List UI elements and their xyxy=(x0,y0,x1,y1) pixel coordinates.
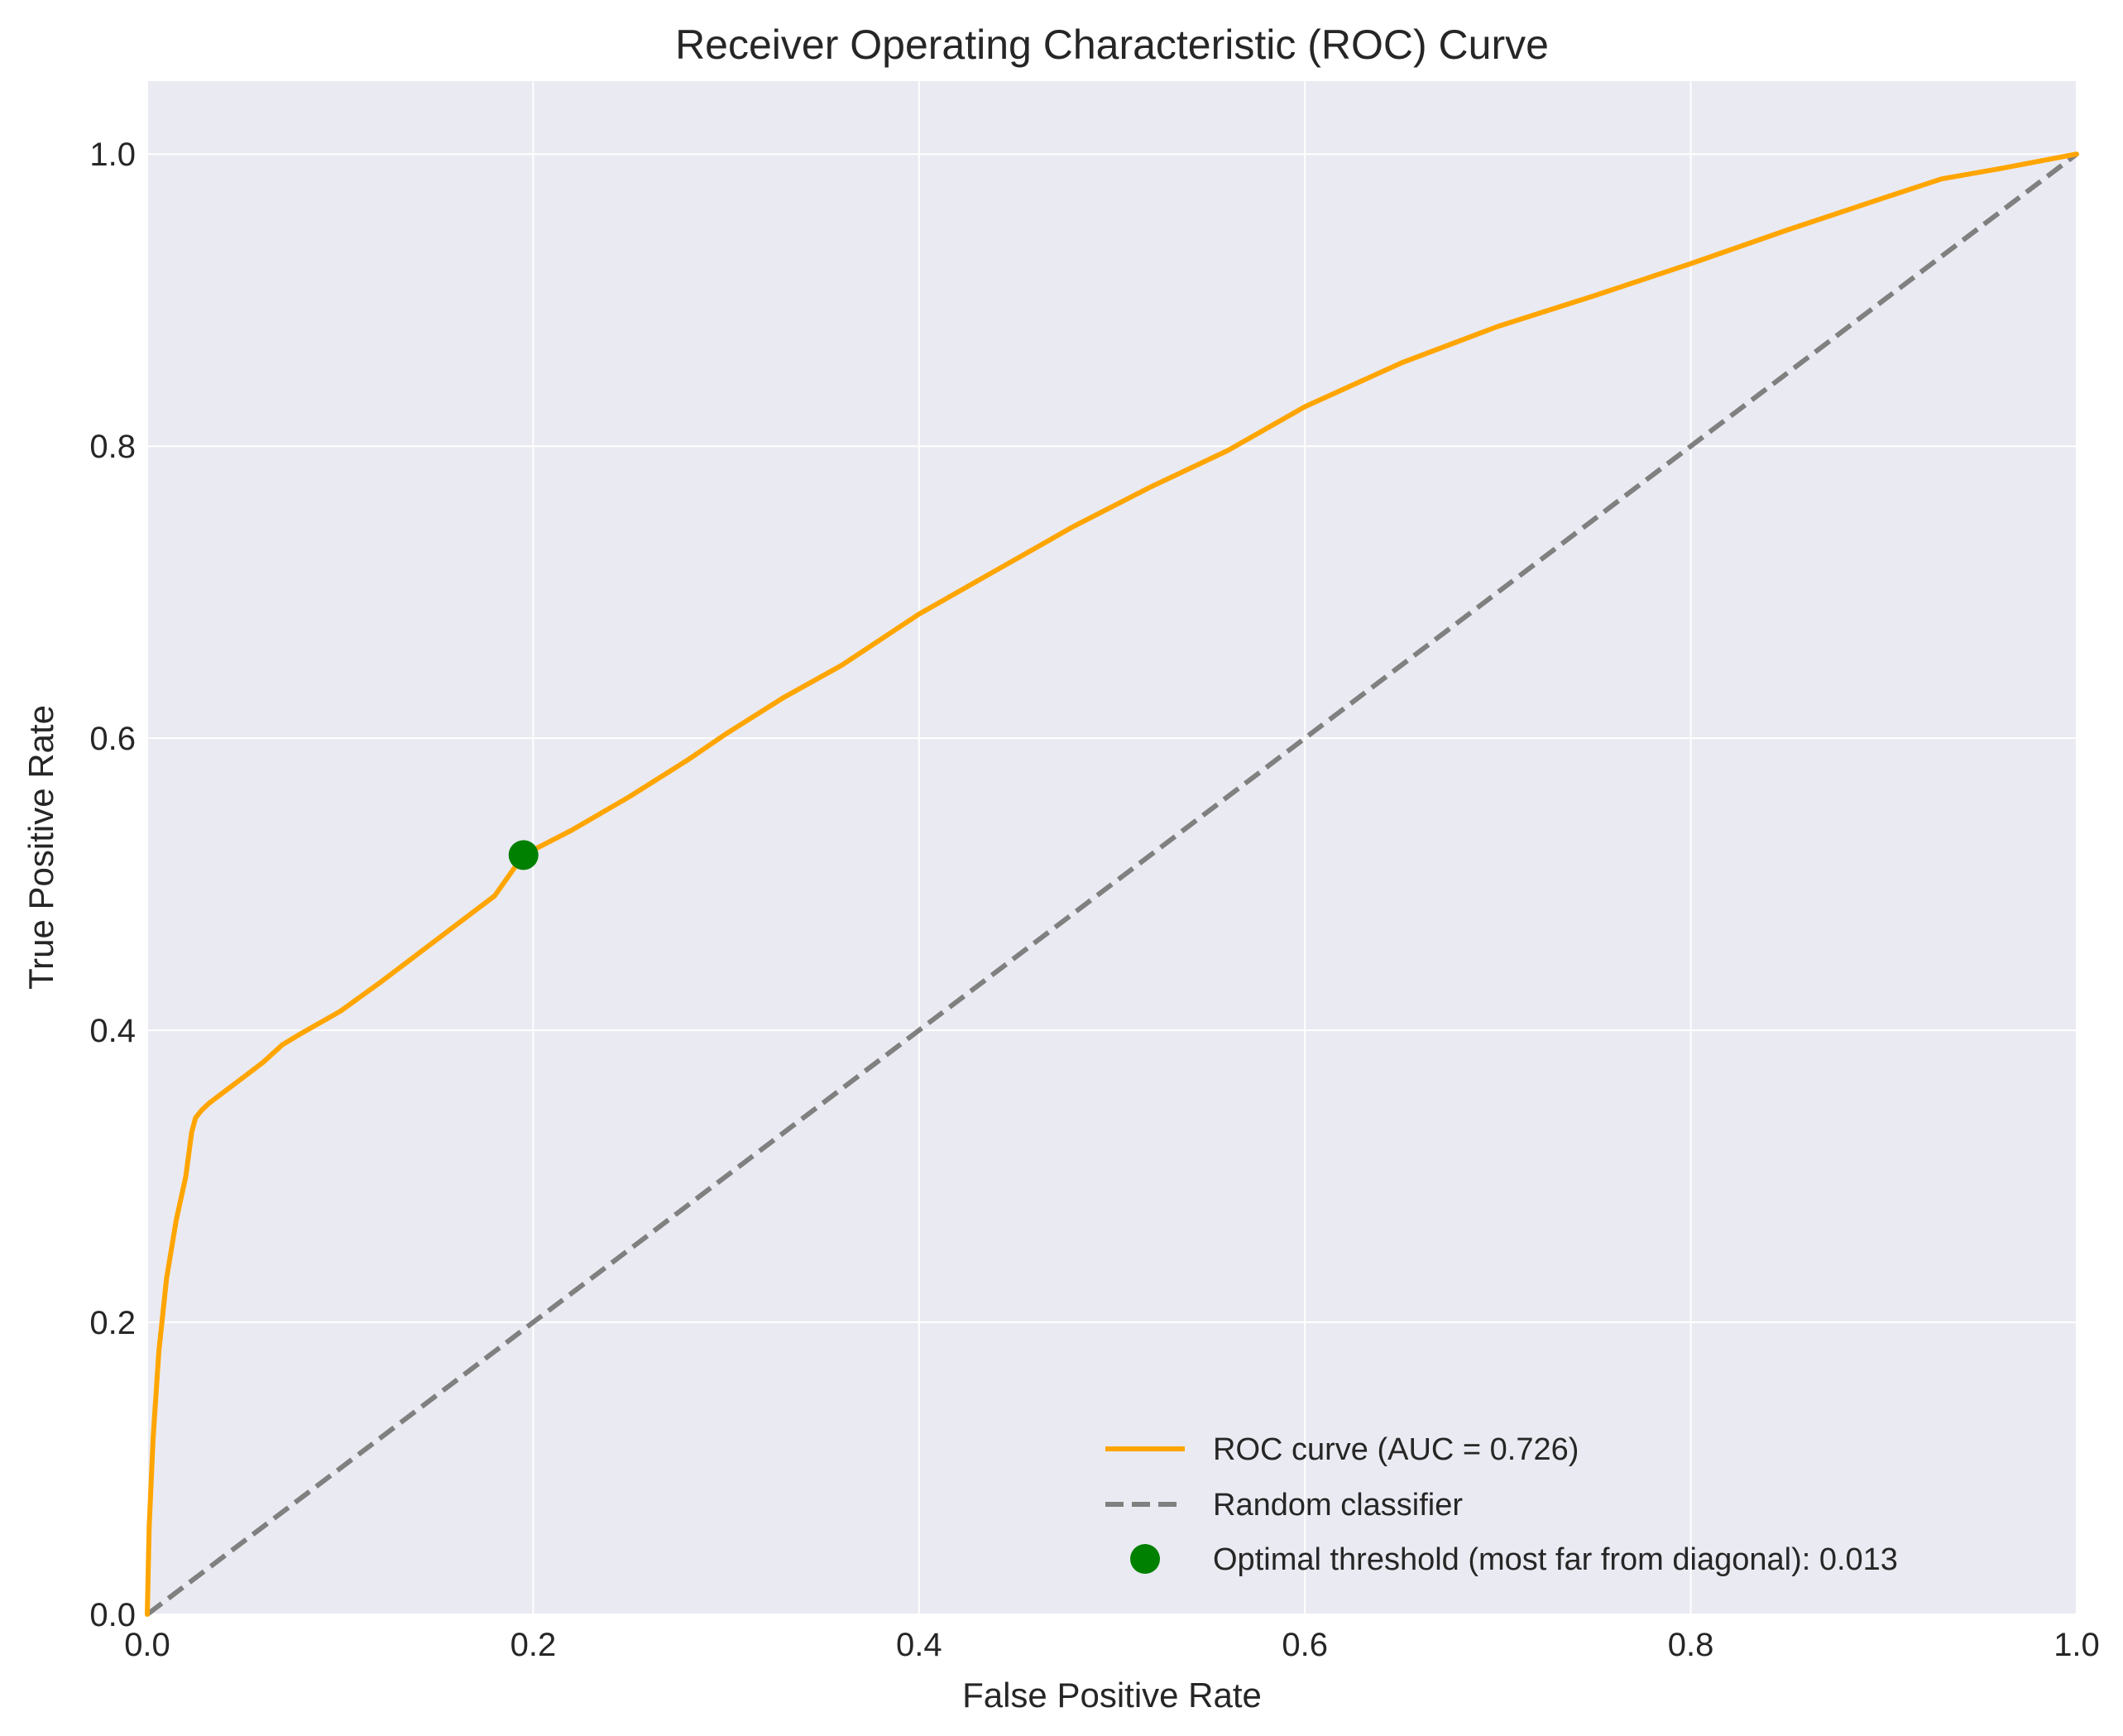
series-layer xyxy=(145,151,2079,1617)
random-classifier-line xyxy=(146,151,2078,1617)
roc-curve-line xyxy=(145,151,2079,1617)
grid-lines xyxy=(146,81,2077,1615)
y-tick-label: 0.8 xyxy=(89,429,136,465)
x-axis-label: False Positive Rate xyxy=(962,1676,1262,1714)
x-tick-label: 0.2 xyxy=(510,1627,557,1663)
legend-optimal-label: Optimal threshold (most far from diagona… xyxy=(1213,1542,1898,1577)
y-axis-label: True Positive Rate xyxy=(22,705,60,990)
legend-optimal-swatch xyxy=(1130,1544,1160,1574)
x-tick-label: 0.8 xyxy=(1668,1627,1714,1663)
legend-roc-label: ROC curve (AUC = 0.726) xyxy=(1213,1432,1579,1467)
x-tick-label: 1.0 xyxy=(2054,1627,2100,1663)
x-axis-ticks: 0.0 0.2 0.4 0.6 0.8 1.0 xyxy=(124,1627,2100,1663)
legend-random-label: Random classifier xyxy=(1213,1488,1463,1523)
y-tick-label: 0.2 xyxy=(89,1305,136,1341)
y-tick-label: 0.4 xyxy=(89,1013,136,1049)
y-axis-ticks: 0.0 0.2 0.4 0.6 0.8 1.0 xyxy=(89,137,136,1633)
x-tick-label: 0.0 xyxy=(124,1627,170,1663)
plot-area xyxy=(147,81,2077,1614)
x-tick-label: 0.4 xyxy=(896,1627,942,1663)
x-tick-label: 0.6 xyxy=(1282,1627,1328,1663)
chart-title: Receiver Operating Characteristic (ROC) … xyxy=(675,22,1549,68)
y-tick-label: 0.6 xyxy=(89,721,136,757)
y-tick-label: 1.0 xyxy=(89,137,136,173)
y-tick-label: 0.0 xyxy=(89,1597,136,1633)
optimal-threshold-point xyxy=(508,840,539,870)
legend: ROC curve (AUC = 0.726) Random classifie… xyxy=(1105,1432,1898,1577)
